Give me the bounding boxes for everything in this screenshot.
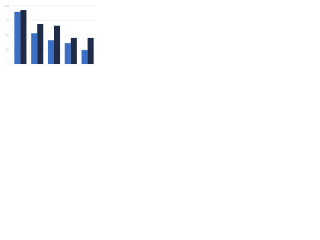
- bar: [87, 37, 94, 64]
- bar: [47, 40, 54, 64]
- y-tick-label: 75: [6, 18, 10, 22]
- bar: [54, 25, 61, 64]
- y-tick-label: 0: [7, 62, 9, 66]
- bar: [64, 43, 71, 64]
- y-tick-label: 25: [6, 47, 10, 51]
- bar: [81, 50, 88, 64]
- y-tick-label: 50: [6, 33, 10, 37]
- bar: [37, 23, 44, 64]
- bar: [70, 37, 77, 64]
- chart: 0 25 50 75 100: [4, 4, 96, 66]
- bar: [20, 10, 27, 65]
- bar: [31, 33, 38, 64]
- bar: [14, 11, 21, 65]
- y-tick-label: 100: [4, 4, 9, 8]
